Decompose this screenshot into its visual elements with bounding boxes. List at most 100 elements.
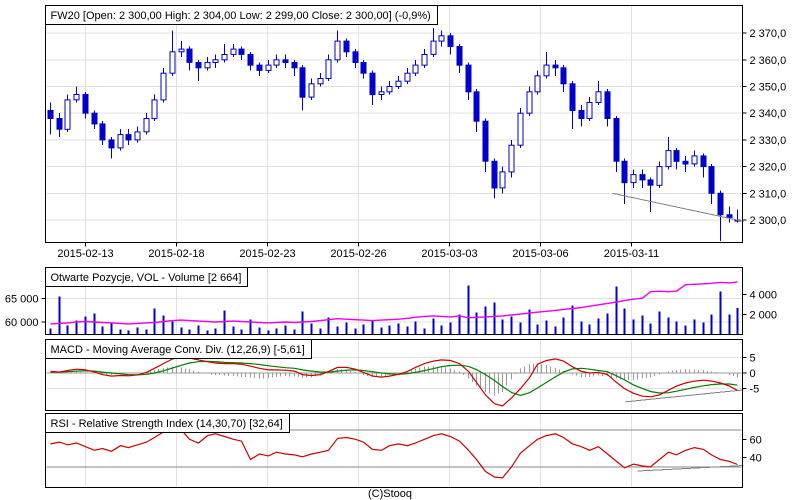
volume-bar xyxy=(467,285,470,335)
axis-label: 40 xyxy=(750,453,762,465)
volume-bar xyxy=(719,291,722,335)
volume-bar xyxy=(58,296,61,335)
panel-frame xyxy=(45,5,743,243)
candle-body xyxy=(613,118,620,162)
volume-bar xyxy=(667,317,670,335)
macd-panel: 5 0 -5 MACD - Moving Average Conv. Div. (12… xyxy=(45,339,759,411)
candle-body xyxy=(386,86,393,93)
panel-title-text: FW20 [Open: 2 300,00 High: 2 304,00 Low:… xyxy=(51,10,431,22)
date-label: 2015-02-13 xyxy=(57,248,113,260)
panel-frame xyxy=(45,339,743,411)
axis-label: 0 xyxy=(750,368,756,380)
volume-bar xyxy=(371,320,374,335)
axis-label: 2 000 xyxy=(750,310,778,322)
volume-bar xyxy=(84,316,87,335)
volume-bar xyxy=(710,314,713,335)
volume-bar xyxy=(484,306,487,335)
volume-bar xyxy=(354,328,357,335)
candle-body xyxy=(273,59,280,66)
candle-body xyxy=(482,120,489,162)
volume-bar xyxy=(432,318,435,335)
axis-label: 5 xyxy=(750,352,756,364)
volume-bar xyxy=(101,326,104,335)
volume-bar xyxy=(597,318,600,335)
panel-frame xyxy=(45,413,743,488)
signal-line xyxy=(50,360,738,397)
candle-body xyxy=(560,67,567,85)
candle-body xyxy=(578,110,585,119)
candle-body xyxy=(656,166,663,186)
volume-bar xyxy=(615,286,618,335)
candle-body xyxy=(639,174,646,181)
axis-label: 2 350,0 xyxy=(750,82,787,94)
panel-title-box xyxy=(45,267,248,287)
candle-body xyxy=(91,112,98,125)
volume-bar xyxy=(240,329,243,335)
candle-body xyxy=(421,54,428,66)
candle-body xyxy=(438,35,445,42)
candle-body xyxy=(317,78,324,85)
axis-label: 2 340,0 xyxy=(750,108,787,120)
date-label: 2015-03-06 xyxy=(512,248,568,260)
open-interest-line xyxy=(50,281,738,325)
date-label: 2015-03-03 xyxy=(421,248,477,260)
volume-bar xyxy=(501,319,504,335)
volume-bar xyxy=(580,321,583,335)
panel-title-box xyxy=(45,413,290,433)
volume-bar xyxy=(188,329,191,335)
volume-bar xyxy=(728,314,731,335)
candle-body xyxy=(552,64,559,69)
chart-panels: 2 370,0 2 360,0 2 350,0 2 340,0 2 330,0 2 320… xyxy=(5,5,787,488)
axis-label: 65 000 xyxy=(5,294,39,306)
candle-body xyxy=(160,72,167,101)
candle-body xyxy=(325,59,332,79)
volume-bar xyxy=(388,325,391,335)
volume-bar xyxy=(180,327,183,335)
candle-body xyxy=(726,214,733,218)
volume-bar xyxy=(423,328,426,335)
volume-bar xyxy=(127,330,130,335)
volume-bar xyxy=(675,321,678,335)
candle-body xyxy=(230,48,237,55)
candle-body xyxy=(299,67,306,98)
volume-bar xyxy=(702,322,705,335)
axis-label: 60 xyxy=(750,434,762,446)
candle-body xyxy=(630,174,637,184)
volume-bar xyxy=(658,311,661,335)
volume-bar xyxy=(536,324,539,335)
volume-bar xyxy=(449,322,452,335)
candle-body xyxy=(499,171,506,189)
candle-body xyxy=(621,160,628,184)
volume-bar xyxy=(110,322,113,335)
date-label: 2015-02-26 xyxy=(330,248,386,260)
date-label: 2015-03-11 xyxy=(604,248,659,260)
volume-bar xyxy=(153,308,156,335)
volume-bar xyxy=(232,326,235,335)
axis-label: 60 000 xyxy=(5,317,39,329)
candle-body xyxy=(212,59,219,63)
volume-bar xyxy=(562,317,565,335)
candle-body xyxy=(56,118,63,130)
candle-body xyxy=(604,91,611,120)
volume-bar xyxy=(519,322,522,335)
volume-bar xyxy=(171,321,174,335)
panel-title-text: RSI - Relative Strength Index (14,30,70)… xyxy=(51,418,283,430)
candle-body xyxy=(404,72,411,82)
candle-body xyxy=(125,134,132,141)
volume-bar xyxy=(545,320,548,335)
volume-bar xyxy=(493,302,496,335)
panel-title-text: MACD - Moving Average Conv. Div. (12,26,… xyxy=(51,344,305,356)
volume-bar xyxy=(145,329,148,335)
candle-body xyxy=(360,62,367,74)
candle-body xyxy=(238,48,245,55)
candle-body xyxy=(108,139,115,149)
volume-bar xyxy=(258,327,261,335)
volume-bar xyxy=(641,315,644,335)
volume-bar xyxy=(554,326,557,335)
macd-trendline xyxy=(625,389,744,403)
volume-bar xyxy=(119,329,122,335)
candle-body xyxy=(456,46,463,66)
volume-bar xyxy=(267,330,270,335)
